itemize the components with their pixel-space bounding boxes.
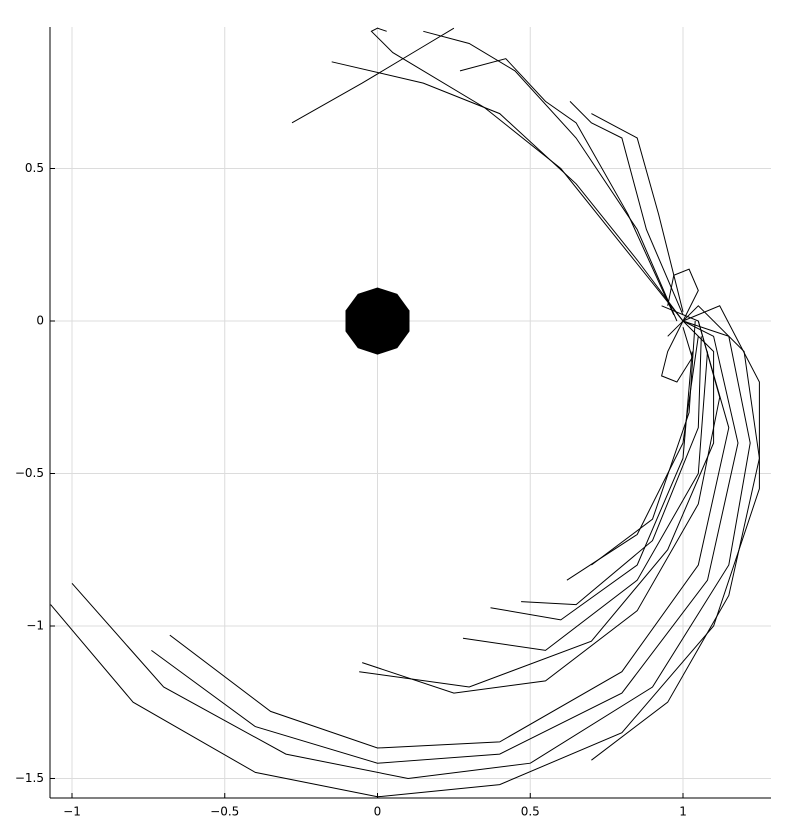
trajectory bbox=[521, 336, 702, 606]
trajectory bbox=[661, 268, 699, 383]
trajectory bbox=[459, 58, 675, 316]
x-tick-label: −0.5 bbox=[210, 805, 239, 819]
trajectory bbox=[462, 351, 708, 651]
trajectory bbox=[569, 101, 684, 316]
y-tick-label: −1.5 bbox=[15, 771, 44, 785]
y-tick-label: −0.5 bbox=[15, 466, 44, 480]
trajectory bbox=[331, 61, 684, 322]
obstacle bbox=[345, 287, 410, 355]
trajectory bbox=[423, 30, 678, 322]
trajectory bbox=[169, 320, 730, 749]
trajectory bbox=[151, 320, 739, 764]
trajectory bbox=[359, 320, 715, 688]
x-tick-label: 0.5 bbox=[521, 805, 540, 819]
trajectory bbox=[591, 305, 760, 761]
trajectory bbox=[591, 113, 684, 313]
y-tick-label: 0 bbox=[36, 314, 44, 328]
x-tick-label: 0 bbox=[374, 805, 382, 819]
trajectory bbox=[370, 27, 684, 322]
x-tick-label: −1 bbox=[63, 805, 81, 819]
y-tick-label: 0.5 bbox=[25, 161, 44, 175]
trajectory bbox=[50, 305, 760, 798]
trajectory bbox=[362, 305, 721, 694]
trajectory bbox=[591, 320, 696, 566]
trajectory bbox=[566, 336, 699, 581]
trajectory bbox=[71, 320, 751, 780]
trajectory bbox=[291, 27, 455, 124]
x-tick-label: 1 bbox=[679, 805, 687, 819]
y-tick-label: −1 bbox=[26, 618, 44, 632]
